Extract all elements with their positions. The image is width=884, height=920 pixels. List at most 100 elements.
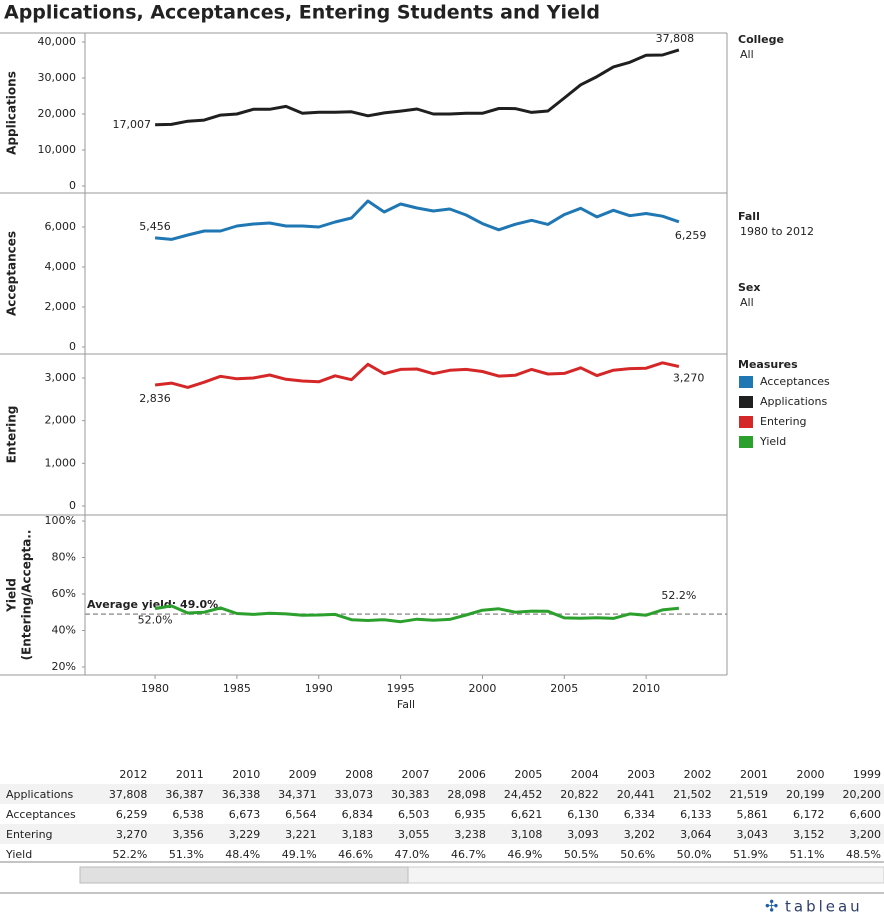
table-cell: 24,452: [488, 784, 546, 804]
y-tick-label: 2,000: [45, 300, 77, 313]
column-header: 2004: [570, 767, 599, 781]
table-cell: 3,183: [319, 824, 377, 844]
table-cell: 21,519: [714, 784, 772, 804]
column-header: 2010: [232, 767, 261, 781]
table-cell: 20,199: [771, 784, 828, 804]
y-axis-title: (Entering/Accepta..: [20, 530, 34, 661]
column-header: 2002: [683, 767, 712, 781]
table-cell: 3,238: [432, 824, 489, 844]
table-cell: 46.6%: [338, 847, 374, 861]
x-tick-label: 2005: [550, 682, 578, 695]
y-axis-title: Acceptances: [5, 231, 19, 316]
tableau-logo[interactable]: ✣ tableau: [765, 897, 863, 916]
y-tick-label: 2,000: [45, 414, 77, 427]
series-line: [154, 361, 680, 389]
corner-cell: [0, 764, 94, 784]
table-cell: 5,861: [736, 807, 769, 821]
y-tick-label: 80%: [52, 551, 76, 564]
row-header: Acceptances: [6, 807, 76, 821]
column-header: 1999: [853, 767, 881, 781]
legend-swatch: [739, 416, 753, 428]
y-tick-label: 20%: [52, 660, 76, 673]
y-axis-title: Applications: [5, 71, 19, 155]
series-line: [155, 48, 680, 127]
table-cell: 52.2%: [112, 847, 148, 861]
table-cell: 36,338: [206, 784, 264, 804]
y-tick-label: 60%: [52, 587, 76, 600]
dashboard-title: Applications, Acceptances, Entering Stud…: [4, 2, 600, 24]
series-line: [154, 199, 680, 241]
legend-swatch: [739, 376, 753, 388]
y-tick-label: 4,000: [45, 260, 77, 273]
table-cell: 50.5%: [563, 847, 599, 861]
x-tick-label: 1990: [305, 682, 333, 695]
column-header: 2000: [796, 767, 825, 781]
data-label: 3,270: [673, 371, 705, 384]
y-tick-label: 0: [69, 499, 76, 512]
table-cell: 34,371: [263, 784, 320, 804]
y-tick-label: 20,000: [38, 107, 77, 120]
table-row: Acceptances 6,259 6,538 6,673 6,564 6,834 6,50…: [0, 804, 884, 824]
table-cell: 3,356: [150, 824, 207, 844]
table-cell: 3,108: [488, 824, 546, 844]
logo-text: tableau: [785, 898, 863, 916]
y-tick-label: 0: [69, 340, 76, 353]
x-tick-label: 2010: [632, 682, 660, 695]
y-tick-label: 0: [69, 179, 76, 192]
scrollbar-thumb[interactable]: [79, 866, 409, 884]
column-header: 2005: [514, 767, 543, 781]
legend-label: Entering: [760, 415, 807, 428]
filter-title: College: [738, 33, 784, 46]
table-cell: 3,229: [206, 824, 264, 844]
table-cell: 51.9%: [733, 847, 769, 861]
logo-icon: ✣: [765, 897, 778, 916]
data-label: 37,808: [656, 32, 695, 45]
data-label: 52.2%: [661, 589, 696, 602]
legend-title: Measures: [738, 358, 798, 371]
column-header: 2008: [345, 767, 374, 781]
y-tick-label: 10,000: [38, 143, 77, 156]
y-axis-title: Yield: [5, 578, 19, 613]
column-header: 2006: [457, 767, 486, 781]
table-cell: 48.5%: [846, 847, 881, 861]
y-tick-label: 40,000: [38, 35, 77, 48]
filter-value: All: [740, 48, 754, 61]
table-cell: 50.0%: [676, 847, 712, 861]
table-cell: 3,093: [545, 824, 602, 844]
table-cell: 37,808: [93, 784, 151, 804]
table-cell: 20,441: [601, 784, 659, 804]
y-tick-label: 30,000: [38, 71, 77, 84]
table-cell: 28,098: [432, 784, 489, 804]
row-header: Yield: [6, 847, 33, 861]
table-cell: 6,259: [115, 807, 148, 821]
table-cell: 51.1%: [789, 847, 825, 861]
series-line: [154, 604, 680, 624]
y-tick-label: 100%: [45, 514, 76, 527]
table-cell: 33,073: [319, 784, 377, 804]
table-cell: 6,621: [510, 807, 543, 821]
table-row: Yield 52.2% 51.3% 48.4% 49.1% 46.6% 47.0% 46.7%…: [0, 844, 884, 864]
table-cell: 3,200: [827, 824, 884, 844]
filter-value: 1980 to 2012: [740, 225, 814, 238]
table-cell: 6,935: [454, 807, 486, 821]
table-cell: 6,503: [398, 807, 430, 821]
x-tick-label: 2000: [468, 682, 496, 695]
column-header: 2012: [119, 767, 148, 781]
x-tick-label: 1985: [223, 682, 251, 695]
x-tick-label: 1980: [141, 682, 169, 695]
legend-label: Applications: [760, 395, 827, 408]
table-cell: 6,538: [172, 807, 204, 821]
y-tick-label: 1,000: [45, 456, 77, 469]
x-tick-label: 1995: [387, 682, 415, 695]
table-cell: 46.7%: [450, 847, 486, 861]
table-cell: 3,221: [263, 824, 320, 844]
table-cell: 3,202: [601, 824, 659, 844]
column-header: 2009: [288, 767, 317, 781]
table-cell: 6,564: [285, 807, 317, 821]
filter-title: Sex: [738, 281, 760, 294]
table-cell: 20,200: [827, 784, 884, 804]
table: 2012 2011 2010 2009 2008 2007 2006 2005 2004 2003…: [0, 764, 884, 864]
y-tick-label: 40%: [52, 623, 76, 636]
table-cell: 51.3%: [168, 847, 204, 861]
legend-label: Yield: [759, 435, 786, 448]
